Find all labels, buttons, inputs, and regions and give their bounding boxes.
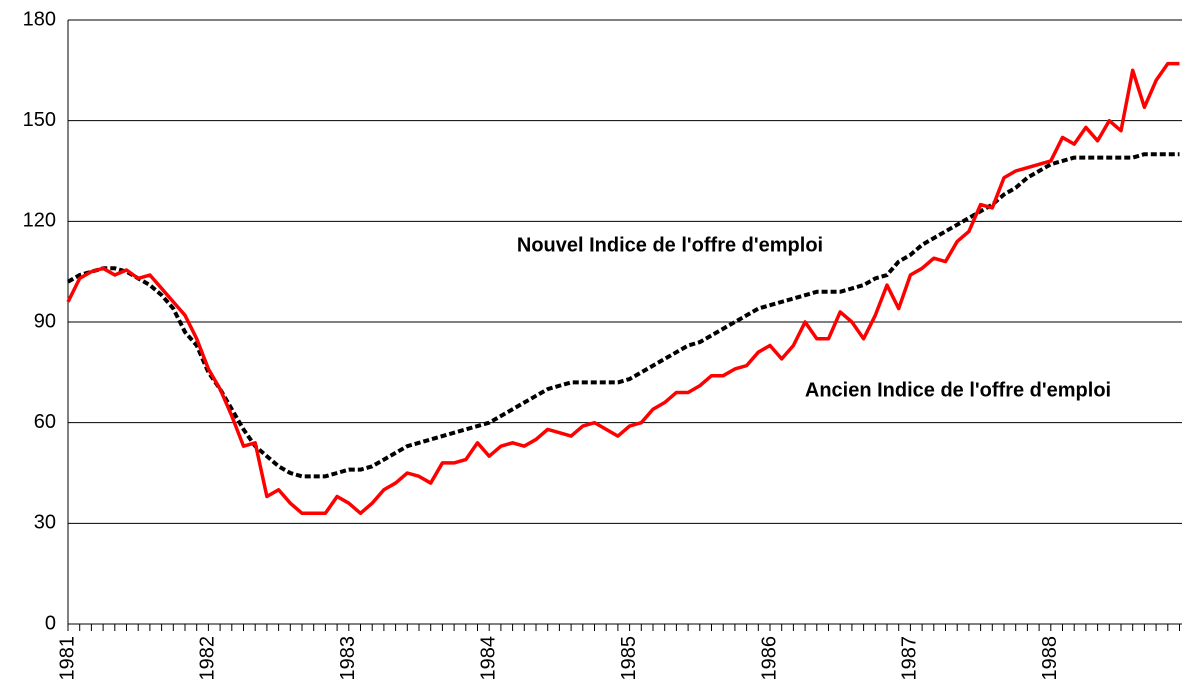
x-tick-label: 1988 bbox=[1039, 636, 1061, 681]
x-tick-label: 1982 bbox=[197, 636, 219, 681]
x-tick-label: 1987 bbox=[899, 636, 921, 681]
x-tick-label: 1981 bbox=[56, 636, 78, 681]
y-tick-label: 30 bbox=[34, 512, 56, 534]
annotation: Ancien Indice de l'offre d'emploi bbox=[805, 379, 1111, 401]
y-tick-label: 180 bbox=[23, 8, 56, 30]
x-tick-label: 1983 bbox=[337, 636, 359, 681]
y-tick-label: 150 bbox=[23, 109, 56, 131]
y-tick-label: 60 bbox=[34, 411, 56, 433]
line-series bbox=[66, 61, 1180, 516]
y-tick-label: 90 bbox=[34, 310, 56, 332]
y-tick-label: 120 bbox=[23, 210, 56, 232]
x-tick-label: 1985 bbox=[618, 636, 640, 681]
x-tick-label: 1986 bbox=[758, 636, 780, 681]
y-tick-label: 0 bbox=[45, 612, 56, 634]
annotation: Nouvel Indice de l'offre d'emploi bbox=[517, 234, 823, 256]
x-tick-label: 1984 bbox=[477, 636, 499, 681]
